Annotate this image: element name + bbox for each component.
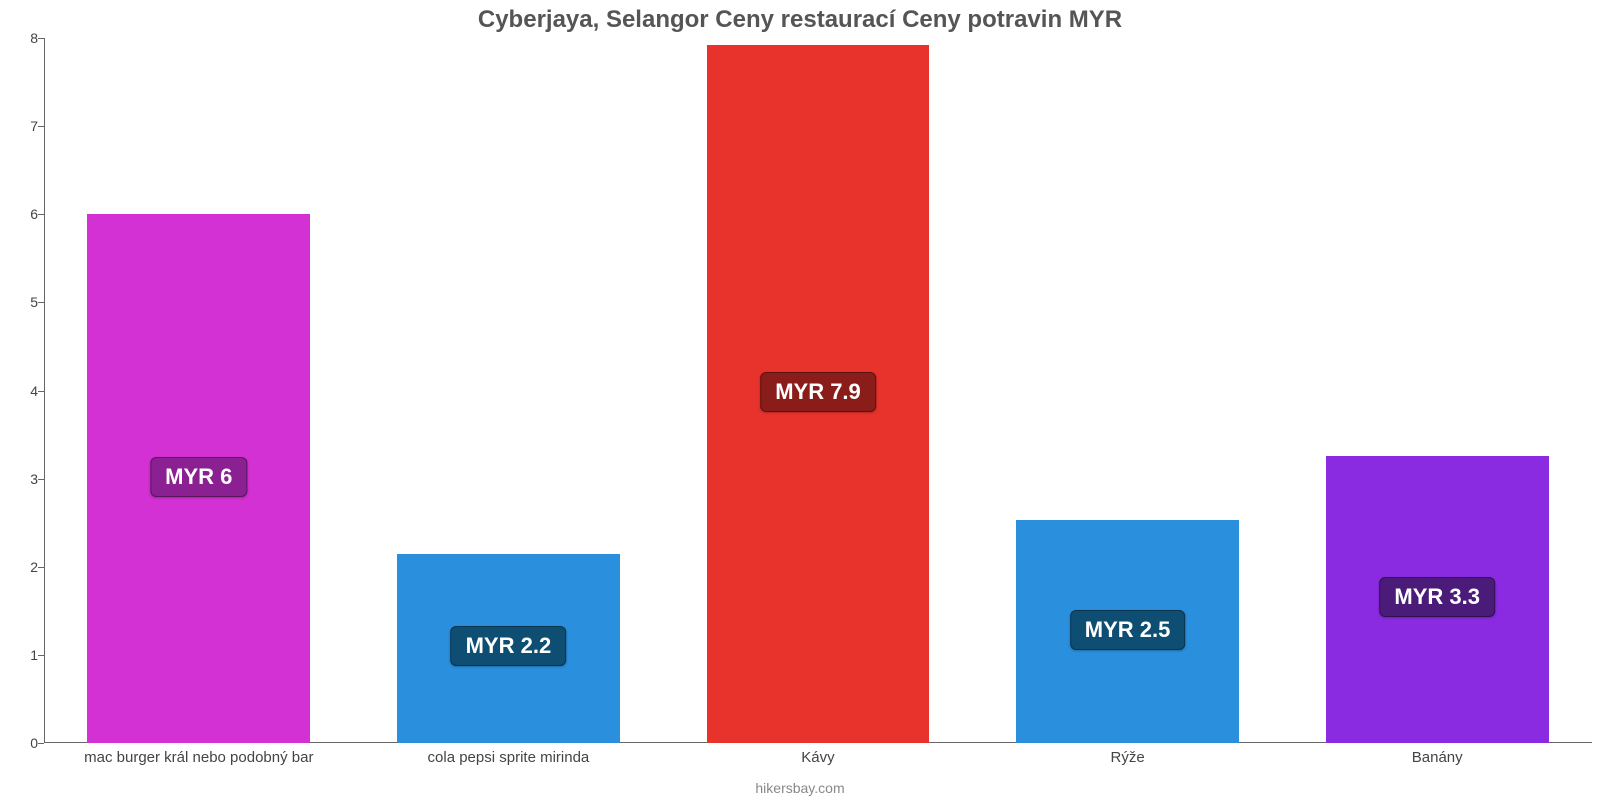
credits-text: hikersbay.com <box>755 780 844 796</box>
value-badge: MYR 6 <box>150 457 247 497</box>
value-badge: MYR 2.5 <box>1070 610 1186 650</box>
x-category-label: Kávy <box>668 743 968 766</box>
x-category-label: cola pepsi sprite mirinda <box>358 743 658 766</box>
chart-title: Cyberjaya, Selangor Ceny restaurací Ceny… <box>0 0 1600 34</box>
value-badge: MYR 3.3 <box>1379 577 1495 617</box>
bar-group: cola pepsi sprite mirindaMYR 2.2 <box>354 38 664 743</box>
value-badge: MYR 2.2 <box>451 626 567 666</box>
bar-group: RýžeMYR 2.5 <box>973 38 1283 743</box>
x-category-label: Banány <box>1287 743 1587 766</box>
price-bar-chart: Cyberjaya, Selangor Ceny restaurací Ceny… <box>0 0 1600 800</box>
x-category-label: mac burger král nebo podobný bar <box>49 743 349 766</box>
bar-group: KávyMYR 7.9 <box>663 38 973 743</box>
value-badge: MYR 7.9 <box>760 372 876 412</box>
y-tick-mark <box>38 743 44 744</box>
x-category-label: Rýže <box>978 743 1278 766</box>
bar-group: mac burger král nebo podobný barMYR 6 <box>44 38 354 743</box>
plot-area: 012345678 mac burger král nebo podobný b… <box>44 38 1592 743</box>
bar-group: BanányMYR 3.3 <box>1282 38 1592 743</box>
